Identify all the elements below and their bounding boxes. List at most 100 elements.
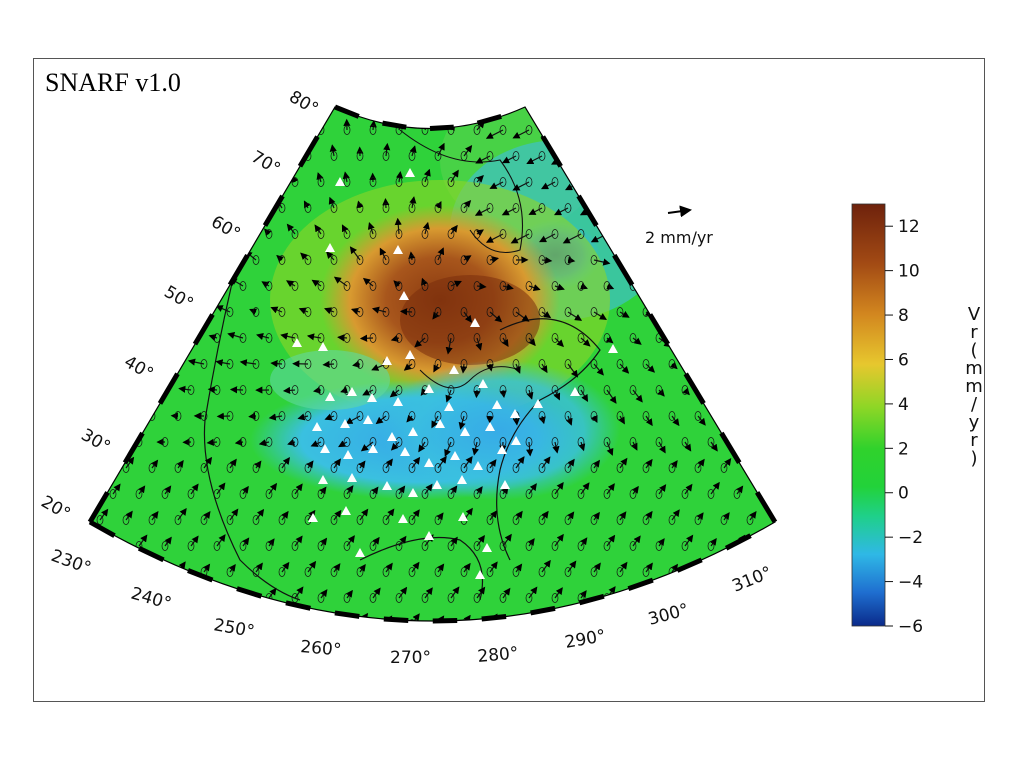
error-ellipse	[720, 255, 728, 265]
velocity-arrow	[372, 587, 381, 599]
error-ellipse	[499, 125, 507, 135]
error-ellipse	[486, 203, 494, 213]
error-ellipse	[330, 151, 338, 161]
velocity-arrow	[287, 438, 296, 446]
error-ellipse	[304, 307, 312, 317]
error-ellipse	[733, 281, 741, 291]
error-ellipse	[720, 151, 728, 161]
error-ellipse	[421, 333, 429, 343]
velocity-arrow	[113, 251, 127, 261]
error-ellipse	[434, 515, 442, 525]
velocity-arrow	[198, 146, 206, 157]
velocity-arrow	[268, 482, 278, 495]
gps-station-marker	[497, 445, 507, 454]
velocity-arrow	[102, 170, 114, 183]
error-ellipse	[733, 437, 741, 447]
velocity-arrow	[319, 537, 328, 547]
error-ellipse	[382, 151, 390, 161]
frame-tick	[334, 610, 360, 619]
error-ellipse	[655, 593, 663, 603]
error-ellipse	[343, 541, 351, 551]
error-ellipse	[96, 619, 104, 621]
lon-label-250: 250°	[212, 615, 256, 642]
velocity-arrow	[120, 149, 128, 158]
velocity-arrow	[390, 334, 400, 342]
error-ellipse	[239, 593, 247, 603]
error-ellipse	[291, 541, 299, 551]
velocity-arrow	[333, 563, 341, 573]
error-ellipse	[460, 151, 468, 161]
error-ellipse	[681, 281, 689, 291]
error-ellipse	[213, 437, 221, 447]
velocity-arrow	[125, 560, 134, 573]
velocity-field	[90, 107, 775, 621]
velocity-arrow	[125, 611, 135, 621]
velocity-arrow	[208, 169, 218, 183]
velocity-arrow	[450, 536, 458, 547]
error-ellipse	[486, 567, 494, 577]
velocity-arrow	[281, 615, 289, 621]
error-ellipse	[694, 567, 702, 577]
error-ellipse	[239, 281, 247, 291]
error-ellipse	[304, 359, 312, 369]
error-ellipse	[499, 593, 507, 603]
error-ellipse	[265, 229, 273, 239]
velocity-arrow	[229, 386, 244, 394]
error-ellipse	[161, 229, 169, 239]
error-ellipse	[252, 567, 260, 577]
velocity-arrow	[710, 588, 719, 599]
error-ellipse	[200, 359, 208, 369]
velocity-arrow	[237, 118, 245, 131]
gps-station-marker	[382, 356, 392, 365]
velocity-arrow	[97, 331, 114, 339]
error-ellipse	[486, 463, 494, 473]
error-ellipse	[174, 567, 182, 577]
velocity-arrow	[395, 170, 404, 183]
velocity-arrow	[592, 511, 600, 521]
velocity-arrow	[90, 197, 101, 209]
gps-station-marker	[408, 427, 418, 436]
error-ellipse	[239, 125, 247, 135]
error-ellipse	[213, 281, 221, 291]
error-ellipse	[421, 281, 429, 291]
gps-station-marker	[470, 318, 480, 327]
velocity-arrow	[203, 614, 212, 621]
error-ellipse	[629, 333, 637, 343]
error-ellipse	[356, 307, 364, 317]
velocity-arrow	[747, 414, 756, 422]
velocity-arrow	[217, 250, 231, 261]
velocity-arrow	[333, 615, 341, 621]
frame-tick	[334, 104, 360, 119]
gps-station-marker	[400, 447, 410, 456]
error-ellipse	[369, 281, 377, 291]
error-ellipse	[265, 541, 273, 551]
velocity-arrow	[718, 233, 738, 244]
gps-station-marker	[570, 387, 580, 396]
error-ellipse	[668, 307, 676, 317]
gps-station-marker	[398, 514, 408, 523]
gps-station-marker	[363, 415, 373, 424]
gps-station-marker	[308, 513, 318, 522]
error-ellipse	[252, 203, 260, 213]
velocity-arrow	[437, 455, 447, 469]
velocity-arrow	[129, 386, 140, 394]
velocity-arrow	[337, 334, 348, 342]
error-ellipse	[564, 515, 572, 525]
error-ellipse	[720, 515, 728, 525]
velocity-arrow	[671, 181, 686, 189]
error-ellipse	[356, 515, 364, 525]
error-ellipse	[590, 359, 598, 369]
error-ellipse	[408, 151, 416, 161]
error-ellipse	[707, 593, 715, 603]
error-ellipse	[486, 411, 494, 421]
error-ellipse	[577, 177, 585, 187]
frame-tick	[236, 586, 263, 599]
error-ellipse	[746, 255, 754, 265]
velocity-arrow	[206, 438, 218, 446]
error-ellipse	[759, 333, 767, 343]
lon-label-230: 230°	[48, 546, 93, 579]
error-ellipse	[616, 203, 624, 213]
velocity-arrow	[472, 441, 480, 456]
error-ellipse	[473, 177, 481, 187]
error-ellipse	[369, 541, 377, 551]
